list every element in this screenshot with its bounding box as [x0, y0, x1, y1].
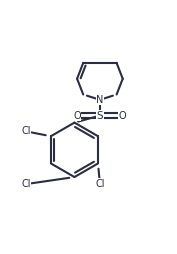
- Text: S: S: [97, 110, 103, 121]
- Text: O: O: [73, 110, 81, 121]
- Text: Cl: Cl: [21, 126, 31, 136]
- Text: Cl: Cl: [21, 179, 31, 189]
- Text: Cl: Cl: [95, 179, 105, 189]
- Text: N: N: [96, 95, 104, 105]
- Text: O: O: [119, 110, 127, 121]
